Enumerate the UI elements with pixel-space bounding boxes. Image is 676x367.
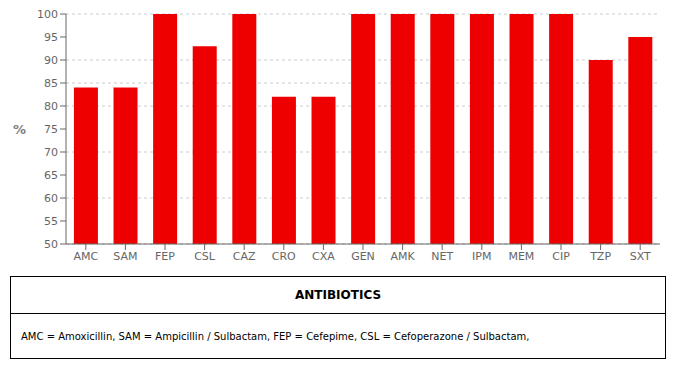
svg-text:70: 70 xyxy=(44,146,58,159)
svg-text:%: % xyxy=(13,122,26,137)
svg-text:MEM: MEM xyxy=(508,250,534,263)
svg-text:100: 100 xyxy=(37,8,58,21)
svg-text:FEP: FEP xyxy=(155,250,175,263)
svg-text:80: 80 xyxy=(44,100,58,113)
svg-text:90: 90 xyxy=(44,54,58,67)
svg-text:NET: NET xyxy=(431,250,453,263)
svg-text:CXA: CXA xyxy=(312,250,335,263)
svg-text:CAZ: CAZ xyxy=(233,250,256,263)
svg-text:GEN: GEN xyxy=(351,250,375,263)
svg-text:CRO: CRO xyxy=(272,250,296,263)
svg-text:IPM: IPM xyxy=(472,250,491,263)
svg-text:75: 75 xyxy=(44,123,58,136)
svg-text:SAM: SAM xyxy=(113,250,137,263)
svg-text:50: 50 xyxy=(44,238,58,251)
html-text:ANTIBIOTICS: ANTIBIOTICS xyxy=(294,288,382,303)
svg-text:TZP: TZP xyxy=(589,250,611,263)
svg-text:SXT: SXT xyxy=(630,250,651,263)
svg-text:65: 65 xyxy=(44,169,58,182)
svg-text:CIP: CIP xyxy=(552,250,570,263)
svg-text:AMK: AMK xyxy=(390,250,415,263)
svg-text:AMC: AMC xyxy=(73,250,98,263)
svg-text:55: 55 xyxy=(44,215,58,228)
html-text:AMC = Amoxicillin, SAM = Ampic: AMC = Amoxicillin, SAM = Ampicillin / Su… xyxy=(21,330,530,342)
svg-text:60: 60 xyxy=(44,192,58,205)
svg-text:95: 95 xyxy=(44,31,58,44)
svg-text:CSL: CSL xyxy=(194,250,216,263)
svg-text:85: 85 xyxy=(44,77,58,90)
